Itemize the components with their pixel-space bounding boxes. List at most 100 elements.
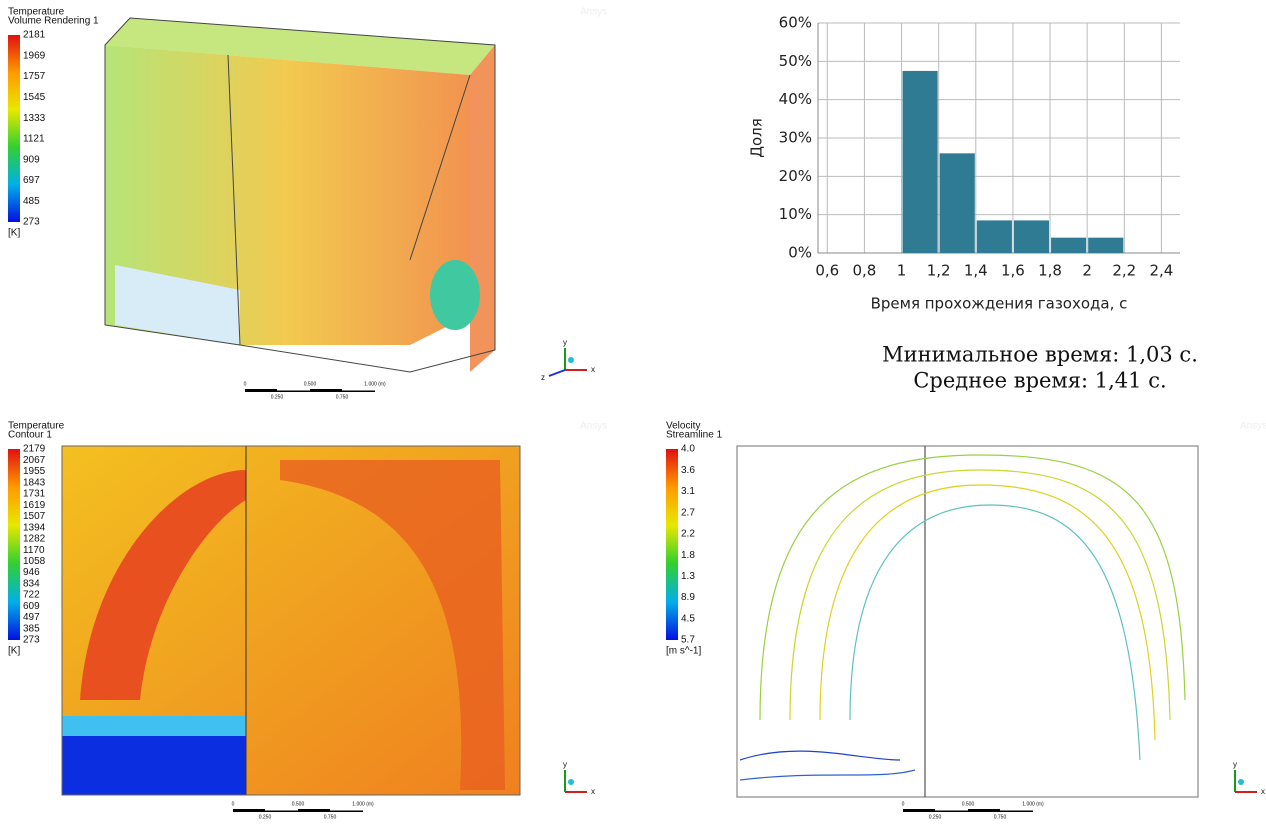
legend-label: 1282 (23, 534, 46, 545)
scale-label: 0.750 (324, 814, 337, 820)
x-tick-label: 0,6 (815, 262, 839, 280)
legend-label: 2.7 (681, 507, 695, 518)
legend-label: 3.6 (681, 465, 695, 476)
legend-label: 273 (23, 635, 40, 646)
bar (1088, 238, 1123, 253)
legend-subtitle: Streamline 1 (666, 430, 723, 441)
legend-label: 485 (23, 196, 40, 207)
legend-label: 1955 (23, 466, 46, 477)
x-tick-label: 1 (897, 262, 907, 280)
scale-label: 1.000 (m) (352, 801, 374, 807)
scale-label: 0 (232, 801, 235, 807)
legend-label: 1757 (23, 71, 46, 82)
axis-origin (568, 779, 574, 785)
axis-z (549, 370, 565, 376)
legend-label: 1170 (23, 545, 45, 556)
axis-label: y (563, 760, 567, 769)
legend-label: 1058 (23, 556, 46, 567)
scale-bar-gap (935, 809, 968, 811)
axis-origin (568, 357, 574, 363)
legend-unit: [K] (8, 228, 20, 239)
x-tick-label: 1,6 (1001, 262, 1025, 280)
legend-label: 273 (23, 217, 40, 228)
y-tick-label: 50% (779, 52, 812, 70)
scale-bar-gap (265, 809, 298, 811)
axis-label: y (563, 338, 567, 347)
axis-label: y (1233, 760, 1237, 769)
legend-label: 1394 (23, 522, 46, 533)
scale-label: 0.500 (962, 801, 975, 807)
caption: Среднее время: 1,41 с. (913, 369, 1166, 393)
axis-label: x (591, 787, 595, 796)
legend-label: 497 (23, 612, 40, 623)
legend-subtitle: Contour 1 (8, 430, 52, 441)
contour (62, 446, 520, 795)
y-tick-label: 0% (788, 244, 812, 262)
x-tick-label: 1,8 (1038, 262, 1062, 280)
scale-label: 0 (244, 381, 247, 387)
y-tick-label: 30% (779, 129, 812, 147)
y-tick-label: 10% (779, 205, 812, 223)
bar (903, 71, 938, 253)
figure: TemperatureVolume Rendering 121811969175… (0, 0, 1266, 825)
x-tick-label: 2 (1082, 262, 1092, 280)
y-tick-label: 60% (779, 14, 812, 32)
axis-label: x (1261, 787, 1265, 796)
legend-label: 1507 (23, 511, 46, 522)
axis-origin (1238, 779, 1244, 785)
scale-label: 0.750 (336, 394, 349, 400)
scale-label: 0.250 (259, 814, 272, 820)
caption: Минимальное время: 1,03 с. (882, 343, 1198, 367)
scale-bar-gap (1000, 809, 1033, 811)
legend-label: 5.7 (681, 635, 695, 646)
legend-label: 385 (23, 623, 40, 634)
x-axis-title: Время прохождения газохода, с (871, 295, 1128, 313)
legend-label: 1.8 (681, 550, 695, 561)
watermark: Ansys (1240, 421, 1266, 432)
x-tick-label: 1,4 (964, 262, 988, 280)
legend-label: 2179 (23, 444, 46, 455)
volume-render (105, 18, 495, 372)
legend-label: 1969 (23, 50, 46, 61)
scale-label: 0.500 (292, 801, 305, 807)
colorbar (666, 449, 678, 640)
y-axis-title: Доля (748, 118, 766, 158)
streamlines (737, 446, 1198, 797)
legend-label: 3.1 (681, 486, 695, 497)
scale-label: 0.750 (994, 814, 1007, 820)
legend-label: 1121 (23, 134, 45, 145)
y-tick-label: 20% (779, 167, 812, 185)
legend-label: 2.2 (681, 529, 695, 540)
x-tick-label: 0,8 (852, 262, 876, 280)
legend-label: 2067 (23, 455, 46, 466)
colorbar (8, 449, 20, 640)
legend-label: 1545 (23, 92, 46, 103)
x-tick-label: 2,4 (1150, 262, 1174, 280)
watermark: Ansys (580, 421, 607, 432)
scale-label: 0.500 (304, 381, 317, 387)
axis-label: z (541, 373, 545, 382)
legend-label: 1333 (23, 113, 46, 124)
legend-label: 1619 (23, 500, 46, 511)
legend-unit: [K] (8, 646, 20, 657)
legend-label: 697 (23, 175, 40, 186)
colorbar (8, 35, 20, 222)
bar (940, 153, 975, 253)
legend-label: 1731 (23, 489, 46, 500)
scale-label: 0 (902, 801, 905, 807)
legend-label: 1843 (23, 477, 46, 488)
bar (977, 220, 1012, 253)
legend-label: 722 (23, 590, 40, 601)
scale-label: 1.000 (m) (1022, 801, 1044, 807)
scale-bar-gap (330, 809, 363, 811)
x-tick-label: 1,2 (927, 262, 951, 280)
legend-label: 909 (23, 154, 40, 165)
scale-bar-gap (277, 389, 310, 391)
legend-label: 8.9 (681, 592, 695, 603)
scale-label: 0.250 (929, 814, 942, 820)
axis-label: x (591, 365, 595, 374)
legend-label: 4.5 (681, 613, 695, 624)
legend-unit: [m s^-1] (666, 646, 701, 657)
legend-subtitle: Volume Rendering 1 (8, 16, 99, 27)
legend-label: 834 (23, 578, 40, 589)
